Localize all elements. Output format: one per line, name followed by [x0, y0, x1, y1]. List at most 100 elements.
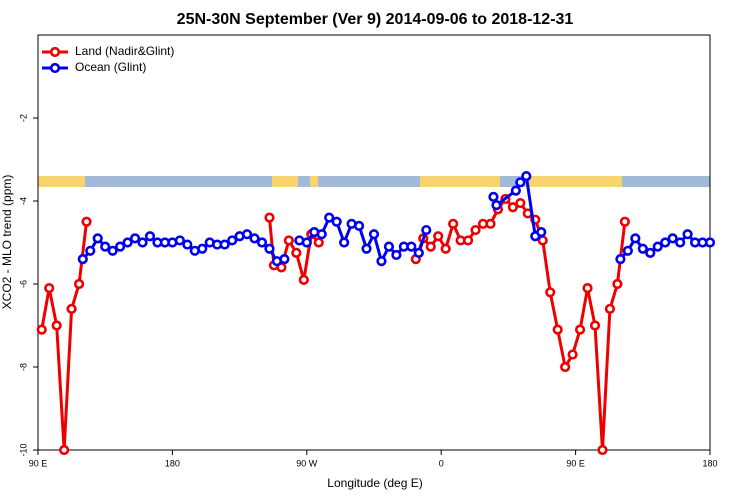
- data-point: [645, 247, 656, 258]
- data-point: [406, 241, 417, 252]
- data-point: [391, 249, 402, 261]
- data-point: [560, 361, 571, 373]
- data-point: [597, 444, 608, 456]
- data-point: [66, 303, 77, 315]
- data-point: [491, 200, 502, 211]
- data-point: [227, 235, 238, 246]
- chart-title: 25N-30N September (Ver 9) 2014-09-06 to …: [177, 11, 574, 28]
- data-point: [174, 235, 185, 246]
- land-band: [420, 176, 500, 187]
- ocean-band: [38, 176, 710, 187]
- x-axis-label: Longitude (deg E): [327, 476, 422, 490]
- data-point: [462, 235, 474, 246]
- data-point: [137, 237, 148, 248]
- data-point: [368, 229, 380, 240]
- data-point: [507, 202, 518, 213]
- data-point: [521, 171, 532, 182]
- y-tick-label: -8: [18, 363, 28, 371]
- data-point: [313, 237, 324, 248]
- data-point: [682, 229, 693, 240]
- data-point: [667, 233, 678, 244]
- data-point: [675, 237, 686, 248]
- data-point: [339, 237, 350, 248]
- land-band: [525, 176, 622, 187]
- data-point: [589, 320, 601, 331]
- data-point: [59, 444, 70, 456]
- data-point: [219, 239, 230, 250]
- land-band: [272, 176, 298, 187]
- x-tick-label: 180: [702, 458, 717, 468]
- data-point: [197, 243, 208, 254]
- data-point: [574, 324, 586, 335]
- data-point: [485, 218, 496, 229]
- legend-label: Ocean (Glint): [75, 60, 146, 74]
- x-tick-label: 180: [165, 458, 180, 468]
- data-point: [619, 216, 630, 227]
- x-tick-label: 90 E: [566, 458, 585, 468]
- land-band: [310, 176, 318, 187]
- data-point: [383, 241, 395, 252]
- data-point: [660, 237, 671, 248]
- data-point: [85, 245, 96, 256]
- x-tick-label: 90 W: [296, 458, 318, 468]
- data-point: [115, 241, 126, 252]
- data-point: [425, 241, 436, 252]
- legend-marker: [49, 62, 61, 74]
- data-point: [256, 237, 268, 248]
- data-point: [488, 191, 499, 202]
- data-point: [433, 231, 444, 242]
- data-point: [92, 233, 103, 244]
- y-tick-label: -2: [18, 114, 28, 122]
- y-axis-label: XCO2 - MLO trend (ppm): [0, 175, 14, 310]
- data-point: [582, 283, 593, 294]
- data-point: [637, 243, 648, 254]
- data-point: [122, 237, 133, 248]
- data-point: [279, 254, 290, 265]
- data-point: [440, 243, 451, 254]
- data-point: [622, 245, 633, 256]
- data-point: [331, 216, 342, 227]
- data-point: [316, 229, 327, 240]
- data-point: [630, 233, 641, 244]
- legend-label: Land (Nadir&Glint): [75, 44, 174, 58]
- data-point: [536, 227, 547, 238]
- data-point: [51, 320, 62, 331]
- data-point: [44, 283, 55, 294]
- series: [77, 171, 716, 267]
- x-tick-label: 90 E: [29, 458, 48, 468]
- data-point: [301, 237, 312, 248]
- data-point: [77, 254, 88, 265]
- data-point: [361, 243, 372, 254]
- x-tick-label: 0: [439, 458, 444, 468]
- data-point: [73, 278, 85, 290]
- data-point: [515, 177, 526, 188]
- legend-marker: [49, 46, 61, 58]
- data-point: [291, 247, 302, 258]
- data-point: [448, 218, 459, 229]
- data-point: [107, 245, 118, 256]
- data-point: [144, 231, 156, 242]
- data-point: [704, 237, 716, 248]
- land-ocean-strip: [38, 176, 710, 187]
- data-point: [129, 233, 141, 244]
- data-point: [264, 212, 275, 223]
- data-point: [81, 216, 92, 227]
- data-point: [249, 233, 260, 244]
- data-point: [324, 212, 335, 223]
- data-point: [283, 235, 294, 246]
- data-point: [298, 274, 309, 285]
- data-point: [36, 324, 47, 335]
- data-point: [100, 241, 111, 252]
- land-band: [38, 176, 85, 187]
- data-point: [652, 241, 663, 252]
- data-point: [413, 247, 424, 258]
- data-point: [470, 224, 481, 236]
- data-point: [515, 197, 526, 209]
- y-tick-label: -6: [18, 280, 28, 288]
- data-point: [545, 287, 556, 298]
- data-point: [376, 256, 387, 267]
- data-point: [612, 278, 623, 290]
- data-point: [567, 349, 578, 360]
- data-point: [264, 243, 275, 254]
